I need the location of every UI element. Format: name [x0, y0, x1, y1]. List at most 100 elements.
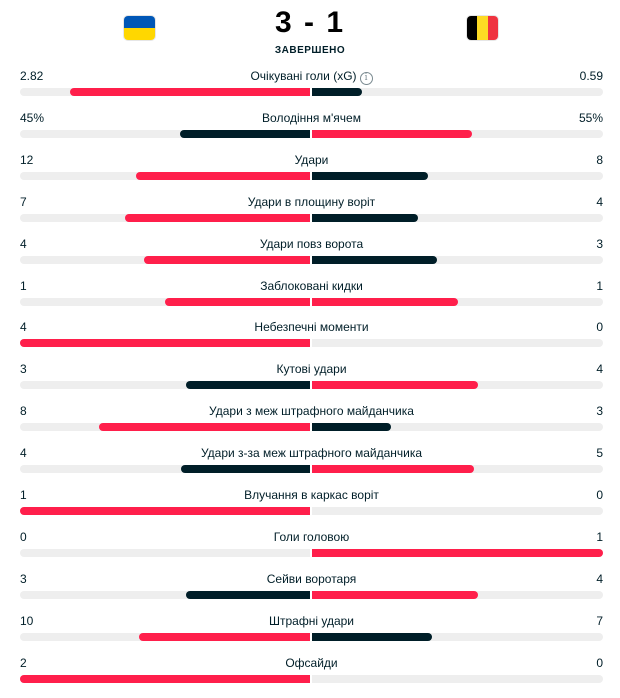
stat-away-value: 7 — [596, 613, 603, 628]
stat-row: 3 Кутові удари 4 — [0, 357, 620, 399]
home-bar-track — [20, 423, 310, 432]
away-bar-fill — [312, 171, 429, 180]
away-bar-fill — [312, 632, 432, 641]
home-bar-fill — [181, 465, 310, 474]
home-bar-track — [20, 171, 310, 180]
stat-name-label: Удари в площину воріт — [247, 194, 376, 209]
stat-name: Кутові удари — [20, 361, 603, 377]
stat-home-value: 0 — [20, 529, 27, 544]
away-bar-track — [312, 129, 603, 138]
stat-row: 7 Удари в площину воріт 4 — [0, 190, 620, 232]
stat-bars — [20, 381, 603, 390]
info-icon[interactable]: i — [359, 72, 373, 85]
home-score: 3 — [274, 6, 294, 39]
away-bar-track — [312, 381, 603, 390]
stat-bars — [20, 423, 603, 432]
stat-away-value: 0 — [596, 488, 603, 502]
stat-home-value: 3 — [20, 571, 27, 586]
stat-away-value: 4 — [596, 194, 603, 209]
away-bar-fill — [312, 213, 418, 222]
stat-row: 3 Сейви воротаря 4 — [0, 567, 620, 609]
stat-name: Удари з-за меж штрафного майданчика — [20, 445, 603, 461]
stat-away-value: 0 — [596, 320, 603, 335]
stat-away-value: 55% — [578, 110, 603, 125]
stat-bars — [20, 213, 603, 222]
stat-label-row: 10 Штрафні удари 7 — [20, 613, 603, 629]
stat-home-value: 45% — [20, 110, 45, 125]
stat-name-label: Удари з-за меж штрафного майданчика — [200, 446, 423, 461]
stat-label-row: 7 Удари в площину воріт 4 — [20, 194, 603, 210]
match-score: 3 - 1 — [0, 6, 620, 40]
stat-bars — [20, 171, 603, 180]
home-bar-track — [20, 129, 310, 138]
stat-label-row: 4 Удари повз ворота 3 — [20, 236, 603, 252]
stat-name: Влучання в каркас воріт — [20, 487, 603, 503]
away-bar-track — [312, 507, 603, 515]
away-bar-track — [312, 674, 603, 683]
stat-row: 2 Офсайди 0 — [0, 651, 620, 693]
stat-row: 0 Голи головою 1 — [0, 525, 620, 567]
stat-away-value: 3 — [596, 236, 603, 251]
stat-name-label: Небезпечні моменти — [254, 320, 369, 335]
stat-name: Голи головою — [20, 529, 603, 545]
away-bar-track — [312, 297, 603, 306]
stat-away-value: 0.59 — [579, 69, 603, 83]
home-bar-track — [20, 88, 310, 96]
away-bar-track — [312, 548, 603, 557]
away-bar-fill — [312, 297, 458, 306]
stat-home-value: 2.82 — [20, 69, 44, 83]
home-bar-fill — [179, 129, 310, 138]
stat-bars — [20, 339, 603, 348]
stat-bars — [20, 465, 603, 474]
match-header: 3 - 1 ЗАВЕРШЕНО — [0, 0, 620, 62]
away-bar-track — [312, 465, 603, 474]
stat-away-value: 1 — [596, 278, 603, 293]
stat-row: 8 Удари з меж штрафного майданчика 3 — [0, 399, 620, 441]
away-bar-track — [312, 632, 603, 641]
stat-label-row: 3 Сейви воротаря 4 — [20, 571, 603, 587]
home-bar-track — [20, 507, 310, 515]
stat-bars — [20, 632, 603, 641]
stat-name-label: Заблоковані кидки — [260, 278, 363, 293]
home-bar-track — [20, 255, 310, 264]
match-status: ЗАВЕРШЕНО — [274, 45, 346, 56]
home-bar-track — [20, 297, 310, 306]
ukraine-flag-icon[interactable] — [124, 16, 155, 40]
home-bar-fill — [99, 423, 310, 432]
stat-away-value: 4 — [596, 571, 603, 586]
stat-home-value: 4 — [20, 446, 27, 461]
stat-home-value: 2 — [20, 655, 27, 670]
home-bar-fill — [185, 381, 310, 390]
home-bar-track — [20, 339, 310, 348]
stat-name-label: Кутові удари — [276, 362, 347, 377]
stat-bars — [20, 88, 603, 96]
stat-name-label: Володіння м'ячем — [262, 110, 361, 125]
stat-name: Володіння м'ячем — [20, 110, 603, 126]
stat-bars — [20, 674, 603, 683]
stat-name: Заблоковані кидки — [20, 278, 603, 294]
home-bar-fill — [125, 213, 310, 222]
stat-name-label: Очікувані голи (xG) — [250, 69, 357, 83]
home-bar-fill — [136, 171, 310, 180]
stat-home-value: 4 — [20, 236, 27, 251]
stat-away-value: 0 — [596, 655, 603, 670]
home-bar-fill — [144, 255, 310, 264]
belgium-flag-icon[interactable] — [467, 16, 498, 40]
away-bar-track — [312, 423, 603, 432]
home-bar-fill — [70, 88, 310, 96]
stat-name-label: Удари з меж штрафного майданчика — [209, 404, 414, 419]
away-bar-fill — [312, 465, 474, 474]
stat-away-value: 4 — [596, 362, 603, 377]
stat-name-label: Удари — [294, 152, 329, 167]
away-bar-track — [312, 255, 603, 264]
stat-away-value: 3 — [596, 404, 603, 419]
home-bar-fill — [139, 632, 310, 641]
away-bar-track — [312, 339, 603, 348]
home-bar-track — [20, 381, 310, 390]
stat-bars — [20, 507, 603, 515]
away-bar-fill — [312, 381, 479, 390]
away-score: 1 — [326, 6, 346, 39]
stat-row: 4 Небезпечні моменти 0 — [0, 315, 620, 357]
away-bar-track — [312, 590, 603, 599]
stat-bars — [20, 548, 603, 557]
